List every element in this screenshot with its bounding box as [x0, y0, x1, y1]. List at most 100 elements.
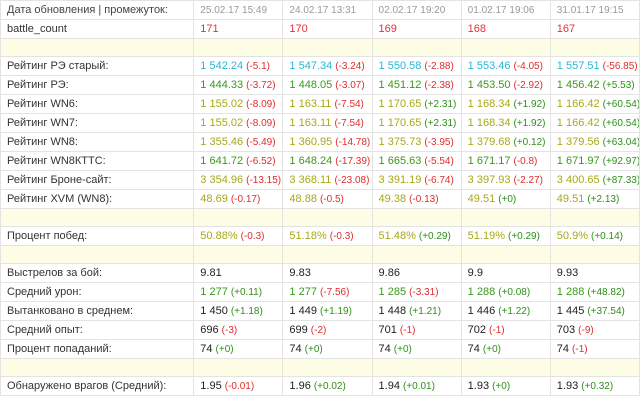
- stat-value: 9.86: [378, 267, 400, 279]
- stat-delta: (-23.08): [334, 175, 370, 186]
- stat-delta: (-0.3): [329, 231, 354, 242]
- stat-value: 1 449: [289, 305, 317, 317]
- stat-delta: (+0): [215, 344, 234, 355]
- stat-value: 3 368.11: [289, 174, 332, 186]
- date-column-header[interactable]: 31.01.17 19:15: [549, 0, 640, 20]
- stat-value: 1 163.11: [289, 117, 332, 129]
- stat-delta: (-1): [572, 344, 588, 355]
- stat-delta: (-7.54): [334, 118, 364, 129]
- stat-row: Средний урон: 1 277 (+0.11) 1 277 (-7.56) 1 2…: [0, 282, 640, 302]
- stat-delta: (+0.02): [313, 381, 346, 392]
- separator-cell: [282, 208, 373, 227]
- stat-value: 1 550.58: [378, 60, 422, 72]
- separator-cell: [549, 208, 640, 227]
- value-cell: 1 557.51 (-56.85): [549, 56, 640, 76]
- value-cell: 1.95 (-0.01): [193, 376, 284, 396]
- stat-value: 1 542.24: [200, 60, 244, 72]
- stat-value: 49.51: [467, 193, 496, 205]
- date-column-header[interactable]: 25.02.17 15:49: [193, 0, 284, 20]
- stat-delta: (-8.09): [246, 99, 276, 110]
- date-column-header[interactable]: 01.02.17 19:06: [460, 0, 551, 20]
- stat-row: Выстрелов за бой: 9.81 9.83 9.86 9.9 9.93: [0, 263, 640, 283]
- value-cell: 1 277 (+0.11): [193, 282, 284, 302]
- row-label: Рейтинг WN7:: [0, 113, 195, 133]
- stat-row: Рейтинг XVM (WN8): 48.69 (-0.17) 48.88 (-0.5…: [0, 189, 640, 209]
- value-cell: 1 355.46 (-5.49): [193, 132, 284, 152]
- stat-value: 1 277: [289, 286, 317, 298]
- stat-delta: (+37.54): [587, 306, 625, 317]
- stat-value: 168: [467, 23, 487, 35]
- stat-row: Вытанковано в среднем: 1 450 (+1.18) 1 449(…: [0, 301, 640, 321]
- value-cell: 1 453.50 (-2.92): [460, 75, 551, 95]
- value-cell: 74 (+0): [460, 339, 551, 359]
- stat-delta: (-3): [221, 325, 238, 336]
- stat-delta: (-1): [489, 325, 505, 336]
- stat-delta: (-5.54): [424, 156, 454, 167]
- stat-delta: (+1.21): [409, 306, 442, 317]
- date-column-header[interactable]: 24.02.17 13:31: [282, 0, 373, 20]
- separator-cell: [549, 245, 640, 264]
- stat-delta: (+60.54): [602, 99, 640, 110]
- stat-value: 1 446: [467, 305, 496, 317]
- value-cell: 51.48% (+0.29): [371, 226, 462, 246]
- value-cell: 1 448 (+1.21): [371, 301, 462, 321]
- value-cell: 1 444.33 (-3.72): [193, 75, 284, 95]
- stat-value: 1 379.56: [556, 136, 600, 148]
- stat-delta: (-8.09): [246, 118, 276, 129]
- value-cell: 1 277 (-7.56): [282, 282, 373, 302]
- value-cell: 9.81: [193, 263, 284, 283]
- stat-delta: (-5.49): [246, 137, 276, 148]
- stat-row: Рейтинг WN8КТТС: 1 641.72 (-6.52) 1 648.24(…: [0, 151, 640, 171]
- value-cell: 1 542.24 (-5.1): [193, 56, 284, 76]
- stat-row: Рейтинг WN7: 1 155.02 (-8.09) 1 163.11 (-7.5…: [0, 113, 640, 133]
- value-cell: 1 648.24 (-17.39): [282, 151, 373, 171]
- stat-value: 9.93: [556, 267, 579, 279]
- separator-cell: [282, 358, 373, 377]
- stat-delta: (+0.11): [230, 287, 263, 298]
- separator-cell: [193, 38, 284, 57]
- stat-delta: (-9): [578, 325, 594, 336]
- stat-value: 1 170.65: [378, 98, 422, 110]
- separator-cell: [371, 38, 462, 57]
- row-label: Рейтинг XVM (WN8):: [0, 189, 195, 209]
- stat-row: Рейтинг WN6: 1 155.02 (-8.09) 1 163.11 (-7.5…: [0, 94, 640, 114]
- value-cell: 1 448.05 (-3.07): [282, 75, 373, 95]
- separator-cell: [371, 208, 462, 227]
- stat-delta: (+63.04): [602, 137, 640, 148]
- stat-value: 1 456.42: [556, 79, 600, 91]
- value-cell: 1 379.68 (+0.12): [460, 132, 551, 152]
- value-cell: 1 449 (+1.19): [282, 301, 373, 321]
- separator-cell: [0, 208, 195, 227]
- value-cell: 1 163.11 (-7.54): [282, 113, 373, 133]
- stat-value: 1 375.73: [378, 136, 422, 148]
- separator-cell: [0, 38, 195, 57]
- row-label: Вытанковано в среднем:: [0, 301, 195, 321]
- value-cell: 9.93: [549, 263, 640, 283]
- stat-delta: (+0.29): [507, 231, 540, 242]
- stat-delta: (-17.39): [335, 156, 371, 167]
- stat-value: 1.93: [467, 380, 490, 392]
- stat-value: 51.19%: [467, 230, 505, 242]
- value-cell: 9.86: [371, 263, 462, 283]
- stat-delta: (+0): [482, 344, 501, 355]
- stat-delta: (-3.24): [335, 61, 365, 72]
- stat-delta: (-14.78): [335, 137, 371, 148]
- date-column-header[interactable]: 02.02.17 19:20: [371, 0, 462, 20]
- stat-row: Процент попаданий: 74 (+0) 74 (+0) 74 (+0) 74 (+…: [0, 339, 640, 359]
- value-cell: 1 155.02 (-8.09): [193, 94, 284, 114]
- value-cell: 3 368.11 (-23.08): [282, 170, 373, 190]
- stat-delta: (-0.17): [230, 194, 261, 205]
- stat-value: 1.96: [289, 380, 311, 392]
- stat-value: 702: [467, 324, 487, 336]
- stat-value: 1 285: [378, 286, 407, 298]
- stat-value: 1 155.02: [200, 117, 244, 129]
- stat-row: Рейтинг РЭ старый: 1 542.24 (-5.1) 1 547.34…: [0, 56, 640, 76]
- stat-value: 1 277: [200, 286, 228, 298]
- value-cell: 1 445 (+37.54): [549, 301, 640, 321]
- separator-cell: [460, 358, 551, 377]
- stat-value: 50.88%: [200, 230, 238, 242]
- stat-value: 3 400.65: [556, 174, 600, 186]
- stat-delta: (+87.33): [602, 175, 640, 186]
- stat-value: 74: [378, 343, 391, 355]
- value-cell: 696 (-3): [193, 320, 284, 340]
